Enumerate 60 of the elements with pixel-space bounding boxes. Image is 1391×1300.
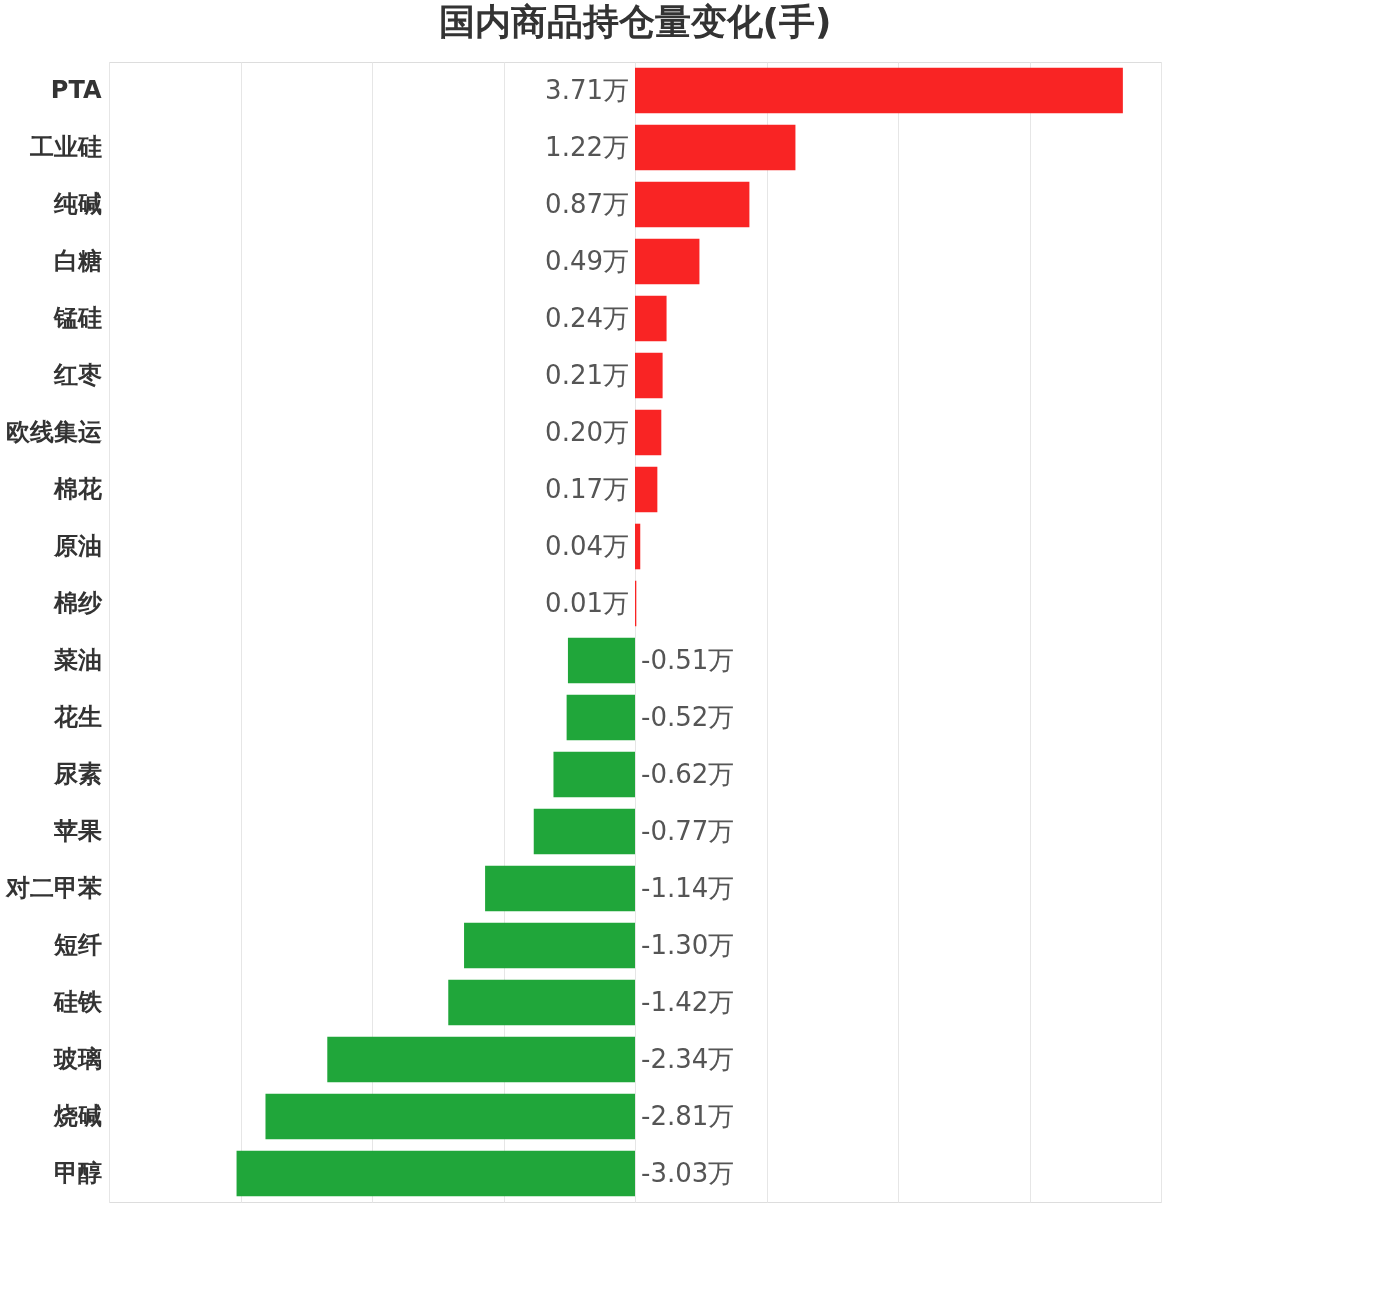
bar [635,181,750,228]
bar [635,523,641,570]
bar [265,1093,635,1140]
data-label: -0.52万 [641,701,735,732]
y-tick-label: 红枣 [52,360,102,389]
chart-title: 国内商品持仓量变化(手) [438,1,832,42]
data-label: -2.34万 [641,1043,735,1074]
bar [485,865,635,912]
data-label: 0.01万 [545,587,629,618]
bar [566,694,635,741]
y-tick-label: 短纤 [52,930,102,959]
bar [635,295,667,342]
data-label: -2.81万 [641,1100,735,1131]
data-label: 1.22万 [545,131,629,162]
bar [635,124,796,171]
y-tick-label: 原油 [52,531,102,560]
data-label: 0.20万 [545,416,629,447]
bar [464,922,635,969]
data-label: 0.24万 [545,302,629,333]
data-label: 3.71万 [545,74,629,105]
y-tick-label: 硅铁 [52,987,103,1016]
y-tick-label: 对二甲苯 [4,873,102,902]
y-tick-label: 纯碱 [52,189,102,218]
y-tick-label: PTA [50,75,102,104]
bar [635,238,700,285]
y-tick-label: 甲醇 [53,1158,102,1187]
y-tick-label: 棉花 [52,474,102,503]
data-label: 0.87万 [545,188,629,219]
y-tick-label: 工业硅 [28,132,102,161]
data-label: -0.51万 [641,644,735,675]
y-tick-label: 白糖 [53,246,102,275]
bar [533,808,635,855]
y-tick-label: 尿素 [52,759,102,788]
bar [635,352,663,399]
y-tick-label: 玻璃 [52,1044,102,1073]
bar [553,751,635,798]
bar [635,67,1123,114]
bar [448,979,635,1026]
data-label: -3.03万 [641,1157,735,1188]
data-label: -1.30万 [641,929,735,960]
y-tick-label: 花生 [52,702,102,731]
bar [236,1150,635,1197]
y-tick-label: 苹果 [52,816,102,845]
bar [567,637,635,684]
y-tick-label: 棉纱 [52,588,103,617]
data-label: 0.17万 [545,473,629,504]
bar [327,1036,635,1083]
data-label: -0.77万 [641,815,735,846]
data-label: 0.21万 [545,359,629,390]
data-label: 0.49万 [545,245,629,276]
data-label: -1.14万 [641,872,735,903]
data-label: -0.62万 [641,758,735,789]
y-tick-label: 菜油 [52,645,102,674]
data-label: -1.42万 [641,986,735,1017]
bar [635,466,658,513]
y-tick-label: 烧碱 [52,1101,102,1130]
bar [635,409,662,456]
y-tick-label: 欧线集运 [5,417,102,446]
data-label: 0.04万 [545,530,629,561]
y-tick-label: 锰硅 [52,303,102,332]
